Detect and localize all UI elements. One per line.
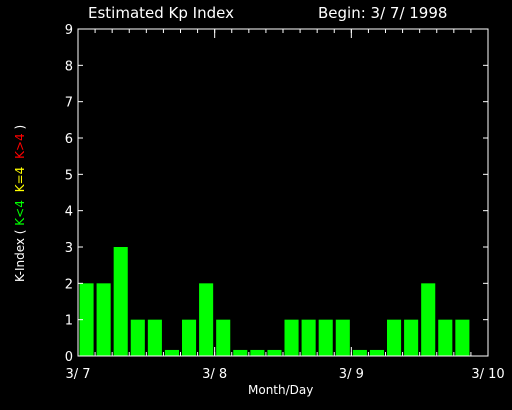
y-tick-label: 3 (65, 241, 73, 256)
bar (404, 319, 419, 356)
x-tick-label: 3/ 7 (65, 367, 90, 382)
bar (438, 319, 453, 356)
y-tick-label: 7 (65, 96, 73, 111)
y-tick-label: 4 (65, 205, 73, 220)
x-tick-label: 3/ 10 (471, 367, 504, 382)
bar (147, 319, 162, 356)
x-tick-label: 3/ 9 (339, 367, 364, 382)
bar (369, 349, 384, 356)
y-tick-label: 2 (65, 277, 73, 292)
y-tick-label: 8 (65, 59, 73, 74)
bar (216, 319, 231, 356)
bar (130, 319, 145, 356)
bar (335, 319, 350, 356)
bar (352, 349, 367, 356)
y-tick-label: 5 (65, 168, 73, 183)
bar (96, 283, 111, 356)
bar (455, 319, 470, 356)
y-tick-label: 6 (65, 132, 73, 147)
bar (284, 319, 299, 356)
bar (199, 283, 214, 356)
bar (267, 349, 282, 356)
y-tick-label: 0 (65, 350, 73, 365)
y-tick-label: 9 (65, 23, 73, 38)
bar (301, 319, 316, 356)
bar (113, 247, 128, 356)
bar (250, 349, 265, 356)
bar (233, 349, 248, 356)
chart-subtitle: Begin: 3/ 7/ 1998 (318, 4, 448, 22)
bar (318, 319, 333, 356)
x-tick-label: 3/ 8 (202, 367, 227, 382)
bar (164, 349, 179, 356)
bar (387, 319, 402, 356)
x-axis-label: Month/Day (248, 383, 314, 397)
bar (421, 283, 436, 356)
bar (79, 283, 94, 356)
bar (182, 319, 197, 356)
chart-title: Estimated Kp Index (88, 4, 234, 22)
y-tick-label: 1 (65, 314, 73, 329)
